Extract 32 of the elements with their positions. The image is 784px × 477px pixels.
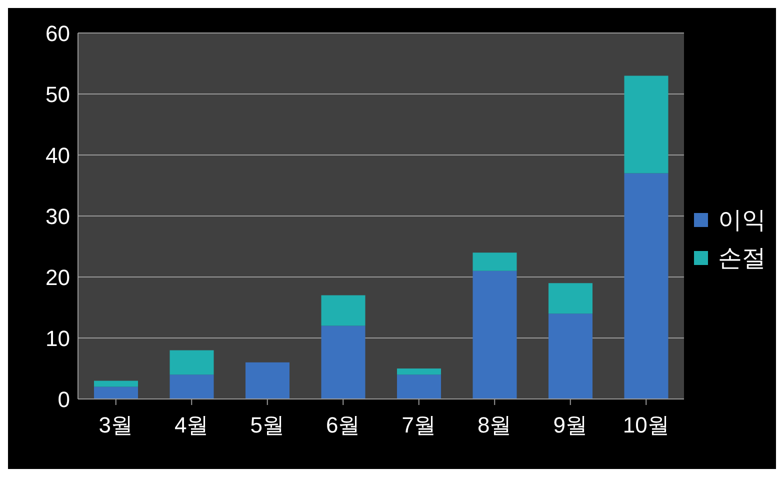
y-tick-label: 40 (46, 142, 70, 168)
bar (472, 270, 517, 399)
bar (94, 386, 138, 399)
bar (170, 350, 214, 375)
y-tick-label: 60 (46, 20, 70, 46)
x-tick-label: 6월 (326, 412, 360, 438)
y-tick-label: 10 (46, 326, 70, 351)
bar (321, 326, 366, 399)
x-tick-label: 3월 (98, 412, 133, 438)
x-tick-label: 5월 (250, 412, 284, 438)
bar (94, 380, 138, 387)
y-tick-label: 30 (46, 204, 70, 229)
bar (170, 374, 214, 399)
legend-label: 손절 (718, 242, 766, 274)
bar (624, 173, 668, 399)
y-tick-label: 0 (58, 386, 70, 412)
x-tick-label: 10월 (622, 412, 670, 438)
bar (548, 314, 592, 399)
bar (548, 283, 592, 314)
bar (397, 374, 441, 399)
y-tick-label: 50 (46, 82, 70, 107)
x-tick-label: 9월 (553, 412, 588, 438)
bar (321, 295, 366, 326)
x-tick-label: 7월 (402, 412, 436, 438)
bar (397, 368, 441, 375)
y-tick-label: 20 (46, 264, 70, 290)
bar (472, 252, 517, 271)
bar (246, 362, 290, 399)
x-tick-label: 8월 (478, 412, 512, 438)
bar (624, 76, 668, 174)
legend-label: 이익 (718, 204, 766, 236)
x-tick-label: 4월 (174, 412, 209, 438)
